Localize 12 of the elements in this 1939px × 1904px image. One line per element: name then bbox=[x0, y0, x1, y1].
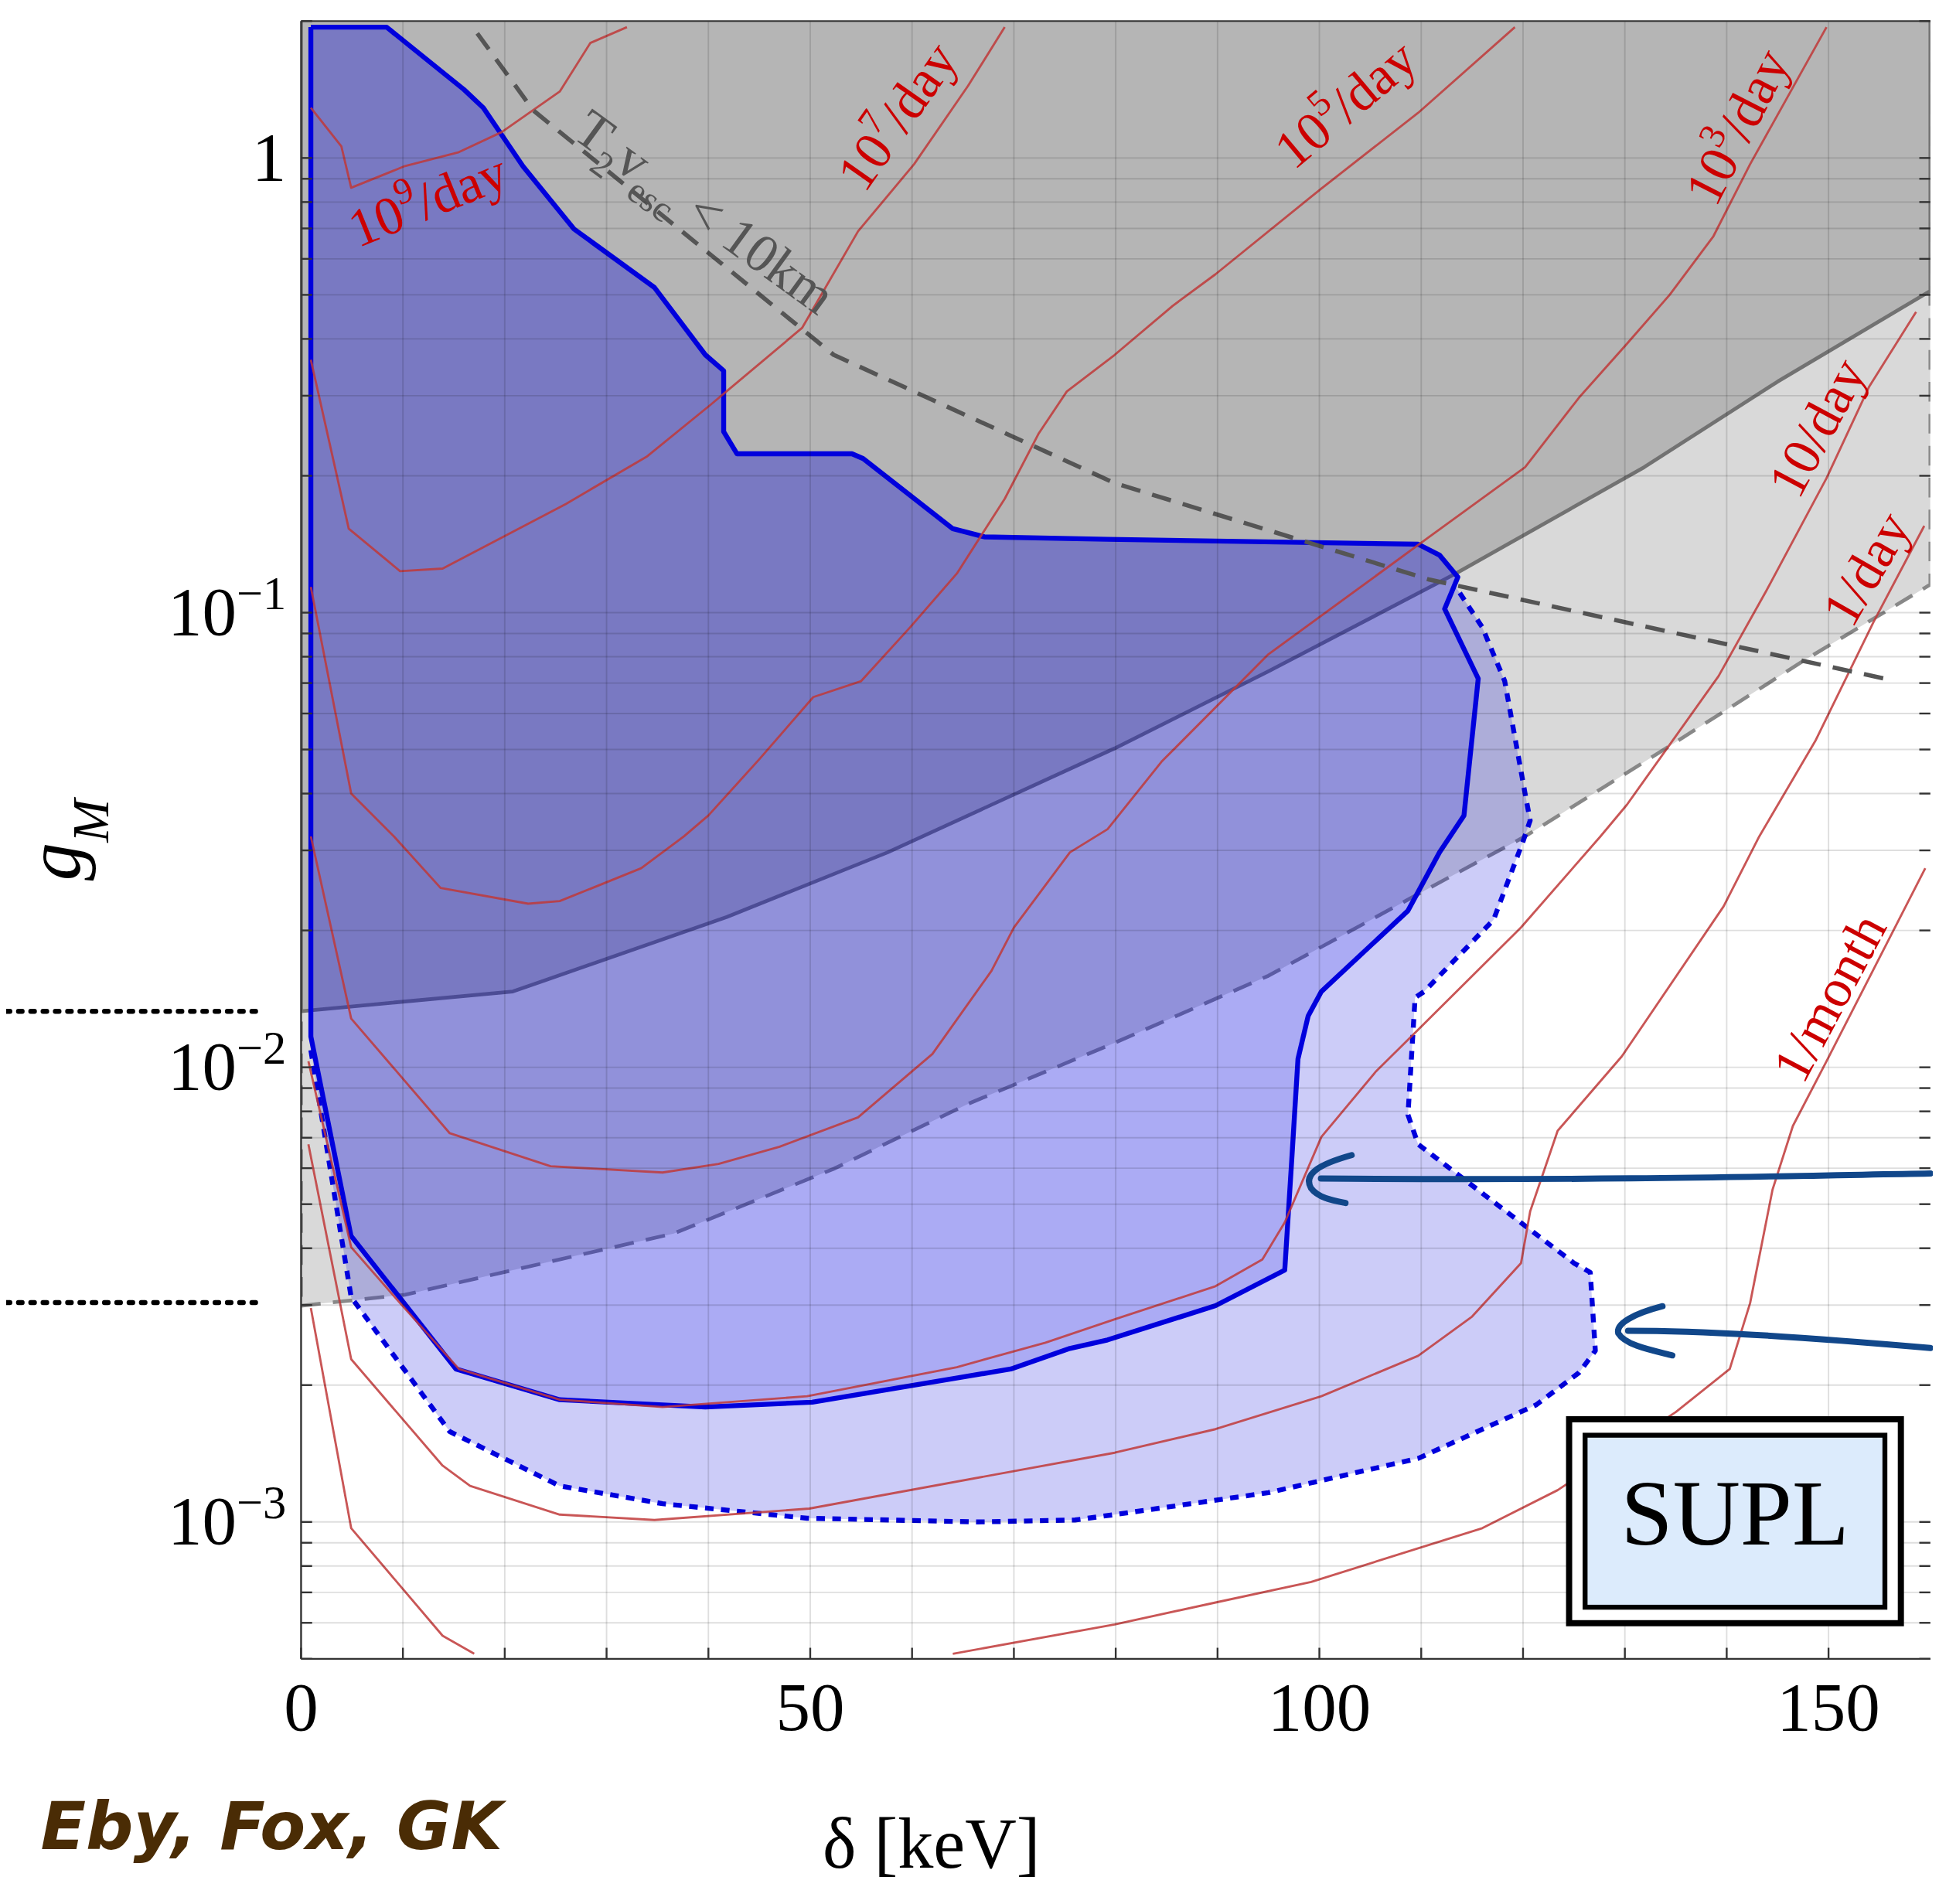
x-tick-label: 50 bbox=[775, 1669, 845, 1746]
y-tick-label: 10$^{−1}$ bbox=[167, 567, 287, 650]
x-tick-label: 150 bbox=[1777, 1669, 1880, 1746]
x-axis-title: δ [keV] bbox=[823, 1804, 1041, 1884]
x-tick-label: 0 bbox=[284, 1669, 319, 1746]
y-tick-label: 10$^{−3}$ bbox=[167, 1476, 287, 1559]
y-tick-label: 1 bbox=[251, 118, 287, 195]
y-tick-label: 10$^{−2}$ bbox=[167, 1021, 287, 1105]
annotation: SUPL bbox=[1620, 1461, 1849, 1565]
text: Eby, Fox, GK bbox=[40, 1787, 507, 1865]
x-tick-label: 100 bbox=[1267, 1669, 1372, 1746]
annotation: 10$^{9}$/day bbox=[339, 141, 516, 259]
